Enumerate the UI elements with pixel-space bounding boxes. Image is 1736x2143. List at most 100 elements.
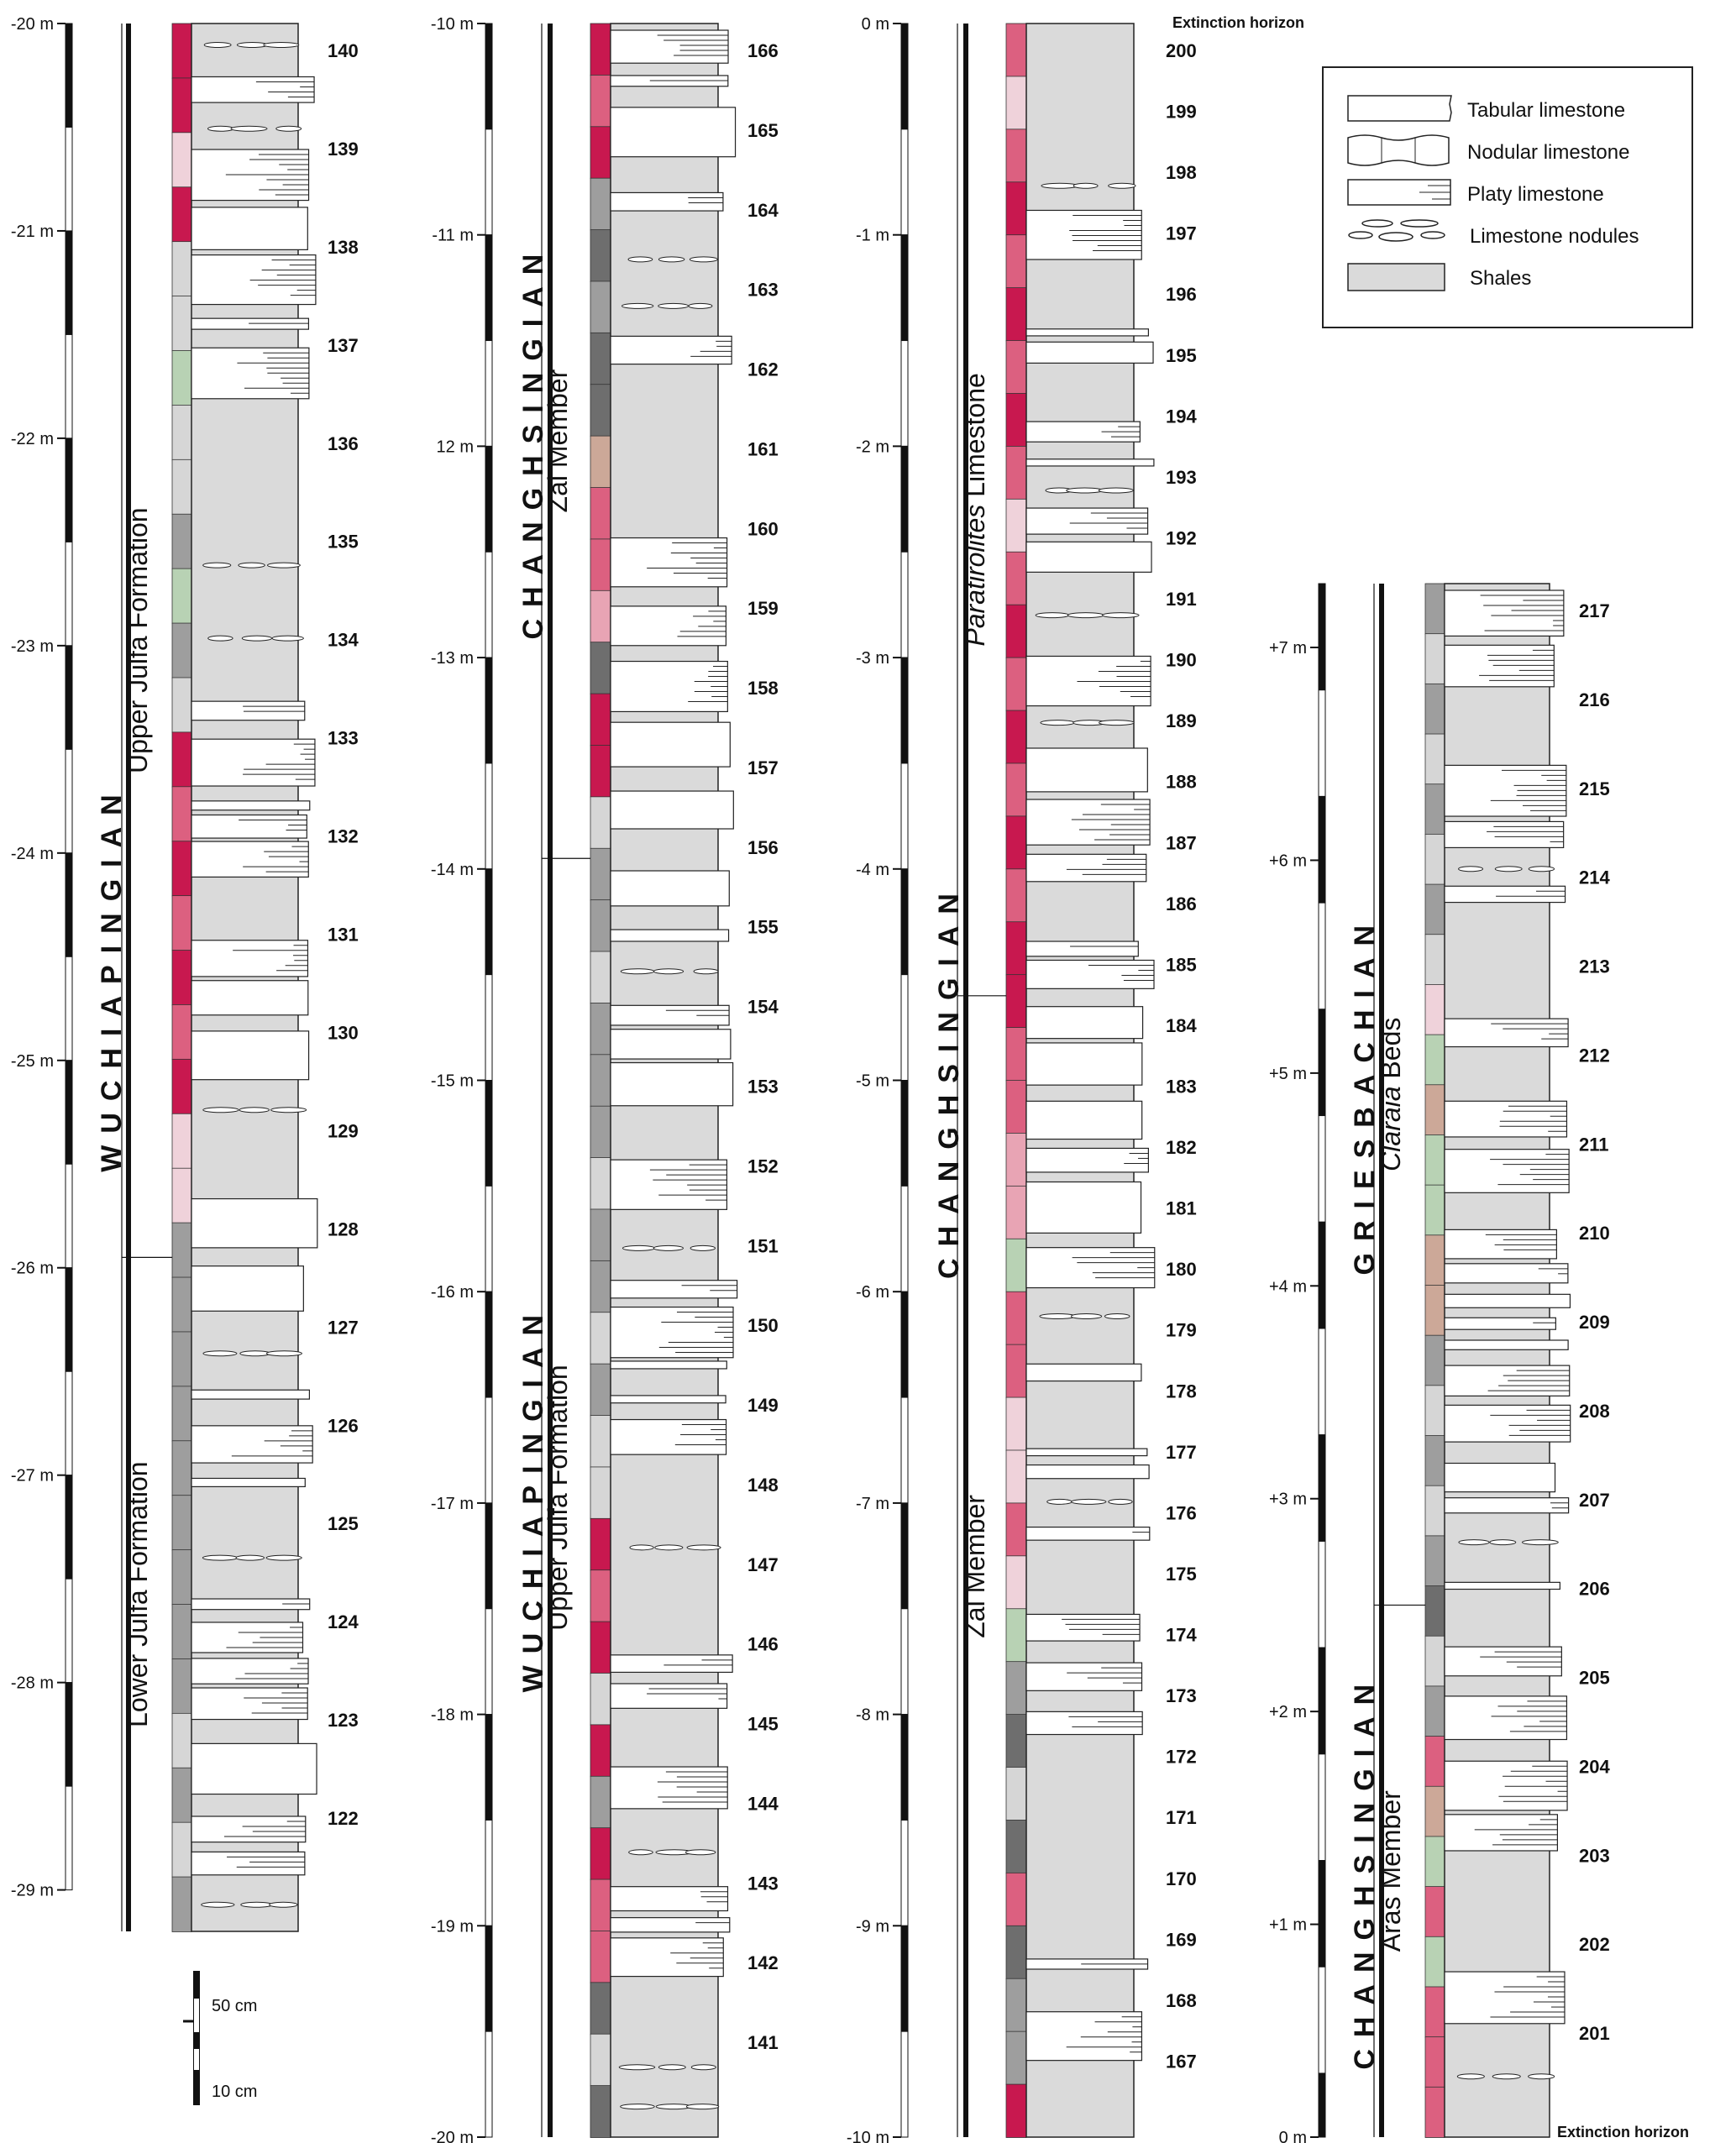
color-strip-segment xyxy=(590,899,611,952)
color-strip-segment xyxy=(1005,710,1027,764)
color-strip-segment xyxy=(590,1569,611,1622)
limestone-nodule xyxy=(239,1350,271,1357)
bed-number: 177 xyxy=(1166,1442,1197,1463)
color-strip-segment xyxy=(590,23,611,76)
color-strip-segment xyxy=(171,186,192,243)
color-strip-segment xyxy=(1005,868,1027,923)
depth-bar-segment xyxy=(900,23,909,130)
depth-bar-segment xyxy=(65,956,73,1061)
color-strip-segment xyxy=(171,841,192,897)
color-strip-segment xyxy=(1424,2036,1445,2088)
bed-number: 190 xyxy=(1166,650,1197,671)
bed-number: 154 xyxy=(747,997,779,1018)
limestone-bed xyxy=(610,1937,724,1978)
color-strip-segment xyxy=(1424,1084,1445,1136)
color-strip-segment xyxy=(1005,393,1027,448)
color-strip-segment xyxy=(171,1821,192,1878)
color-strip-segment xyxy=(171,1440,192,1496)
bed-number: 207 xyxy=(1579,1490,1610,1511)
depth-tick-label: -17 m xyxy=(431,1495,474,1513)
legend-swatch-platy xyxy=(1347,179,1451,206)
limestone-bed xyxy=(610,1280,738,1299)
limestone-bed xyxy=(1444,1149,1570,1193)
depth-bar-segment xyxy=(485,868,493,976)
depth-bar-segment xyxy=(1318,1540,1326,1648)
limestone-nodule xyxy=(1456,2073,1485,2080)
bed-number: 125 xyxy=(328,1513,359,1534)
bed-number: 126 xyxy=(328,1415,359,1436)
limestone-nodule xyxy=(202,1107,239,1113)
limestone-nodule xyxy=(1067,612,1104,619)
limestone-bed xyxy=(191,800,311,811)
limestone-nodule xyxy=(1108,182,1136,189)
column-2-lithology xyxy=(610,23,738,2138)
depth-bar-segment xyxy=(1318,1328,1326,1436)
depth-tick-label: -18 m xyxy=(431,1706,474,1725)
bed-number: 128 xyxy=(328,1218,359,1239)
color-strip-segment xyxy=(1005,181,1027,236)
depth-bar-segment xyxy=(485,1819,493,1926)
limestone-nodule xyxy=(629,1544,654,1551)
depth-tick-label: -22 m xyxy=(11,430,54,448)
bed-number: 159 xyxy=(747,598,779,619)
extinction-horizon-top-label: Extinction horizon xyxy=(1172,14,1304,31)
depth-bar-segment xyxy=(900,1396,909,1504)
bed-number: 175 xyxy=(1166,1564,1197,1585)
bed-number: 133 xyxy=(328,728,359,749)
limestone-nodule xyxy=(1492,2073,1521,2080)
limestone-bed xyxy=(1025,1181,1142,1234)
extinction-horizon-base-label: Extinction horizon xyxy=(1557,2124,1689,2140)
depth-bar-segment xyxy=(485,1291,493,1398)
limestone-nodule xyxy=(621,1244,655,1251)
limestone-nodule xyxy=(265,1554,302,1561)
color-strip-segment xyxy=(590,435,611,489)
limestone-bed xyxy=(610,335,732,365)
depth-bar-segment xyxy=(1318,1966,1326,2074)
color-strip-segment xyxy=(590,745,611,798)
color-strip-segment xyxy=(1424,683,1445,735)
limestone-bed xyxy=(610,1029,732,1060)
bed-number: 181 xyxy=(1166,1198,1197,1219)
depth-bar-segment xyxy=(485,762,493,870)
depth-bar-segment xyxy=(485,340,493,447)
depth-tick-label: -1 m xyxy=(856,227,889,245)
color-strip-segment xyxy=(1005,1238,1027,1293)
color-strip-segment xyxy=(171,1549,192,1606)
bed-number: 149 xyxy=(747,1395,779,1416)
limestone-nodule xyxy=(235,1554,265,1561)
bed-number: 211 xyxy=(1579,1134,1609,1155)
color-strip-segment xyxy=(590,589,611,643)
stage-label: GRIESBACHIAN xyxy=(1349,914,1381,1276)
limestone-bed xyxy=(1025,2011,1143,2062)
limestone-bed xyxy=(610,1418,727,1455)
bed-number: 140 xyxy=(328,40,359,61)
limestone-bed xyxy=(1025,1448,1148,1457)
bed-number: 127 xyxy=(328,1317,359,1338)
color-strip-segment xyxy=(1005,340,1027,395)
depth-bar-segment xyxy=(1318,1009,1326,1117)
limestone-bed xyxy=(1025,507,1149,535)
color-strip-segment xyxy=(1424,783,1445,836)
color-strip-segment xyxy=(171,1712,192,1769)
bed-number: 208 xyxy=(1579,1401,1610,1422)
color-strip-segment xyxy=(1005,1396,1027,1451)
stage-label: CHANGHSINGIAN xyxy=(517,243,549,640)
bed-number: 193 xyxy=(1166,467,1197,488)
color-strip-segment xyxy=(171,241,192,297)
bed-number: 138 xyxy=(328,237,359,258)
color-strip-segment xyxy=(1005,2030,1027,2085)
color-strip-segment xyxy=(590,1003,611,1056)
depth-bar-segment xyxy=(65,333,73,439)
legend-label-platy: Platy limestone xyxy=(1467,183,1604,206)
color-strip-segment xyxy=(171,1767,192,1824)
limestone-bed xyxy=(191,1389,311,1400)
depth-tick-label: -19 m xyxy=(431,1917,474,1936)
limestone-nodule xyxy=(1458,1539,1490,1546)
depth-bar-segment xyxy=(485,1925,493,2032)
column-3-chronostratigraphy: CHANGHSINGIAN Paratirolites Limestone Zal … xyxy=(933,24,1006,2137)
color-strip-segment xyxy=(590,2033,611,2087)
limestone-bed xyxy=(191,814,307,839)
depth-tick-label: +2 m xyxy=(1269,1703,1307,1721)
depth-bar-segment xyxy=(485,234,493,342)
bed-number: 171 xyxy=(1166,1807,1197,1828)
